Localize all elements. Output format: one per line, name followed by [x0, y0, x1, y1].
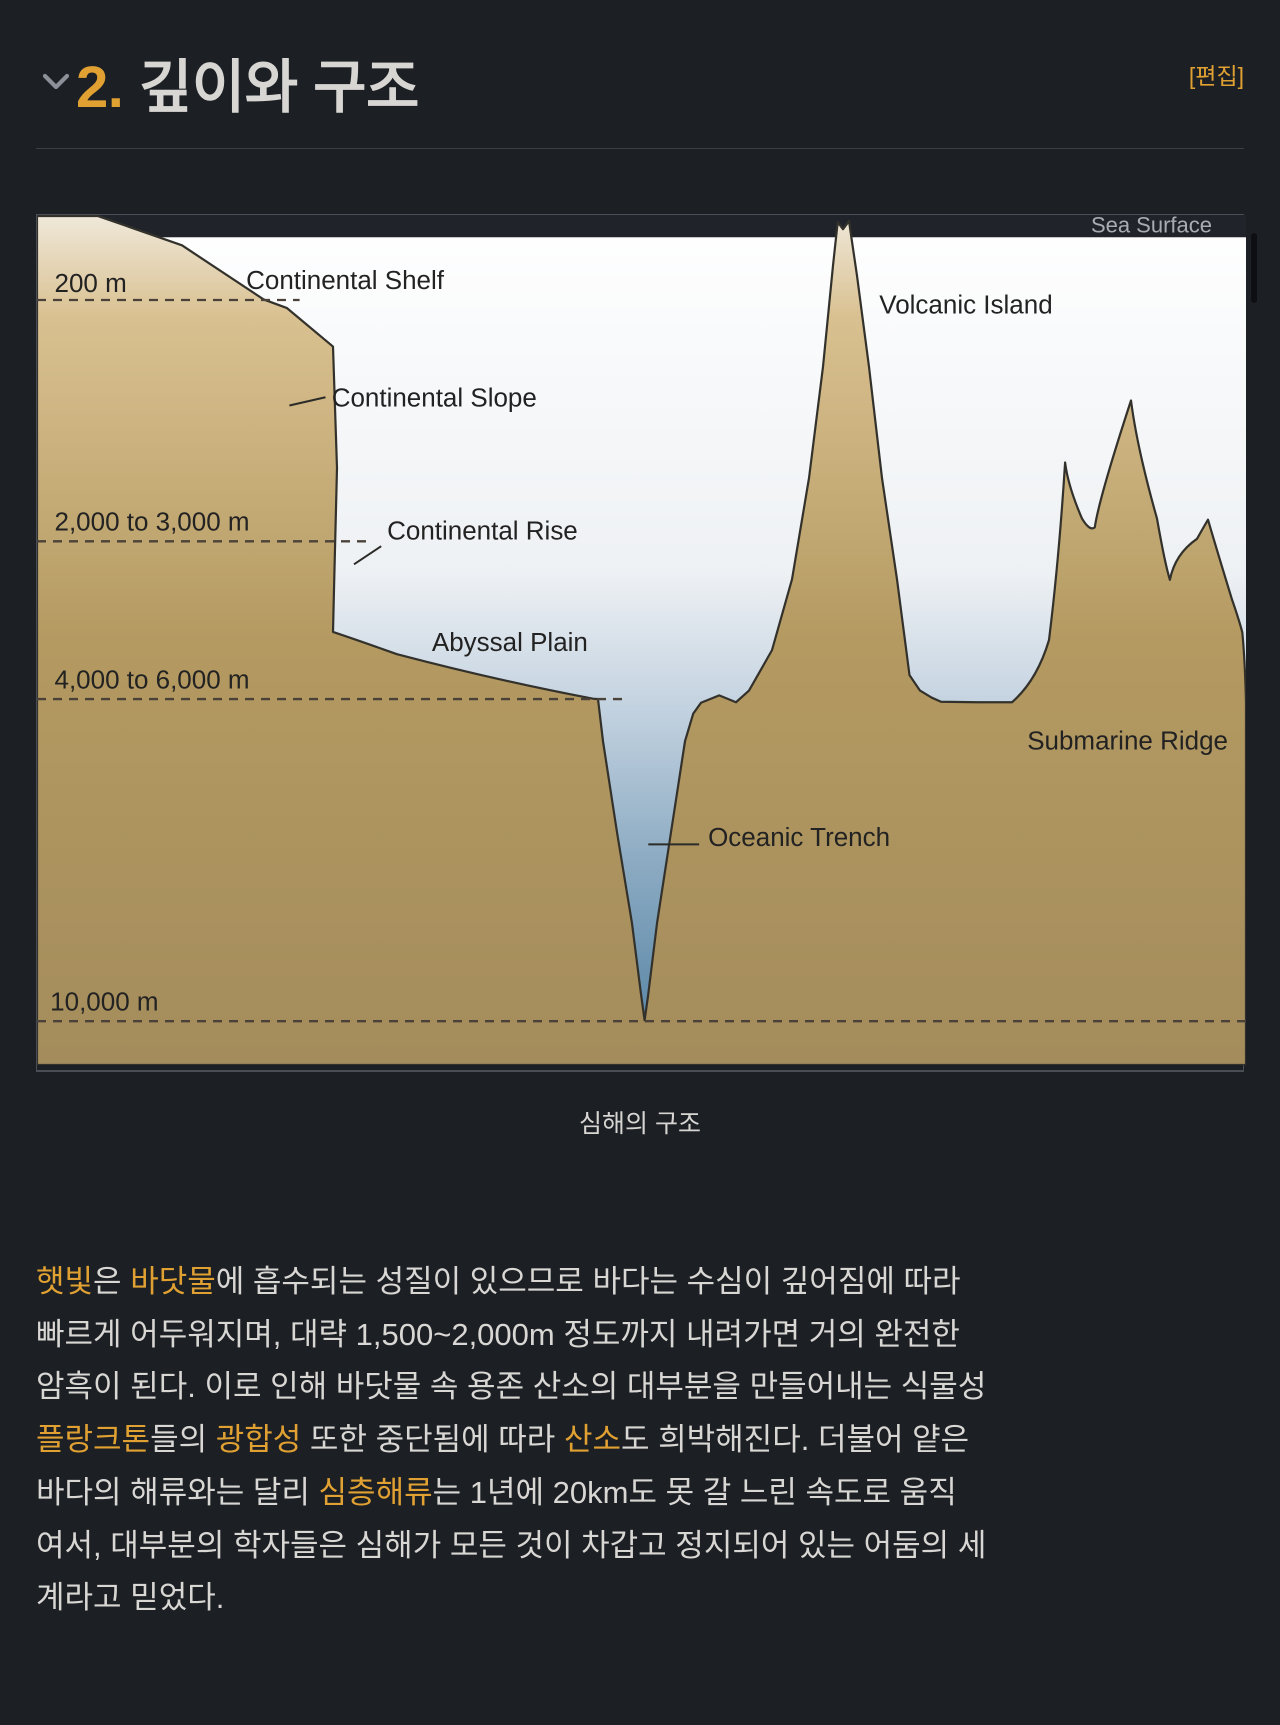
svg-text:Abyssal Plain: Abyssal Plain	[432, 627, 588, 657]
svg-text:10,000 m: 10,000 m	[50, 986, 158, 1016]
svg-text:Continental Rise: Continental Rise	[387, 515, 578, 545]
svg-text:Oceanic Trench: Oceanic Trench	[708, 822, 890, 852]
svg-text:Continental Shelf: Continental Shelf	[246, 265, 445, 295]
svg-text:Continental Slope: Continental Slope	[332, 383, 537, 413]
svg-text:2,000 to 3,000 m: 2,000 to 3,000 m	[55, 507, 250, 537]
svg-text:200 m: 200 m	[55, 268, 127, 298]
svg-text:Sea Surface: Sea Surface	[1091, 215, 1212, 238]
svg-text:4,000 to 6,000 m: 4,000 to 6,000 m	[55, 664, 250, 694]
svg-text:Submarine Ridge: Submarine Ridge	[1027, 725, 1228, 755]
svg-text:Volcanic Island: Volcanic Island	[879, 289, 1052, 319]
